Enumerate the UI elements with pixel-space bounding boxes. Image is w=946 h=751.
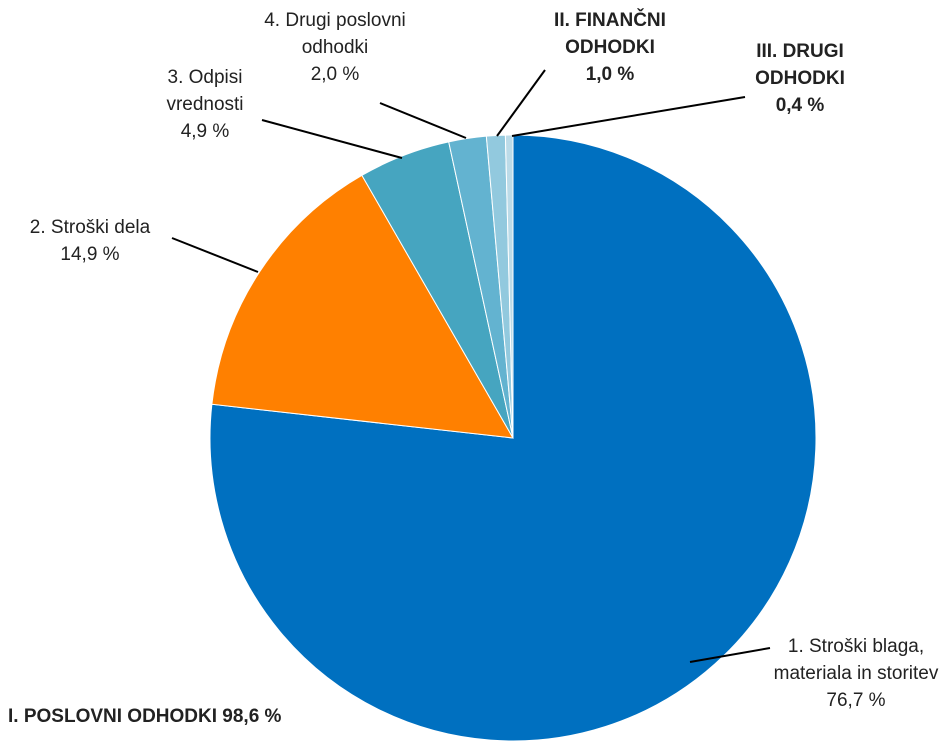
slice-value: 4,9 %: [180, 121, 230, 142]
slice-label: III. DRUGI ODHODKI 0,4 %: [735, 38, 865, 119]
slice-value: 14,9 %: [60, 244, 120, 265]
slice-name: 2. Stroški dela: [29, 217, 151, 238]
slice-value: 76,7 %: [826, 690, 886, 711]
slice-name: 4. Drugi poslovni odhodki: [264, 10, 406, 58]
leader-line: [261, 119, 403, 159]
slice-label: 1. Stroški blaga, materiala in storitev 7…: [772, 633, 940, 714]
slice-name: II. FINANČNI ODHODKI: [554, 10, 666, 58]
slice-label: 4. Drugi poslovni odhodki 2,0 %: [245, 7, 425, 88]
slice-label: 3. Odpisi vrednosti 4,9 %: [150, 64, 260, 145]
annotation: I. POSLOVNI ODHODKI 98,6 %: [8, 706, 282, 727]
leader-line: [379, 102, 467, 139]
slice-name: 3. Odpisi vrednosti: [166, 67, 244, 115]
leader-line: [496, 69, 546, 137]
leader-line: [689, 647, 771, 663]
slice-value: 1,0 %: [585, 64, 635, 85]
slice-value: 0,4 %: [775, 95, 825, 116]
slice-label: 2. Stroški dela 14,9 %: [2, 214, 178, 268]
leader-line: [171, 237, 259, 273]
slice-value: 2,0 %: [310, 64, 360, 85]
leader-line: [511, 96, 746, 137]
slice-name: 1. Stroški blaga, materiala in storitev: [773, 636, 939, 684]
pie-slice: [211, 174, 514, 439]
slice-label: II. FINANČNI ODHODKI 1,0 %: [535, 7, 685, 88]
slice-name: III. DRUGI ODHODKI: [755, 41, 845, 89]
